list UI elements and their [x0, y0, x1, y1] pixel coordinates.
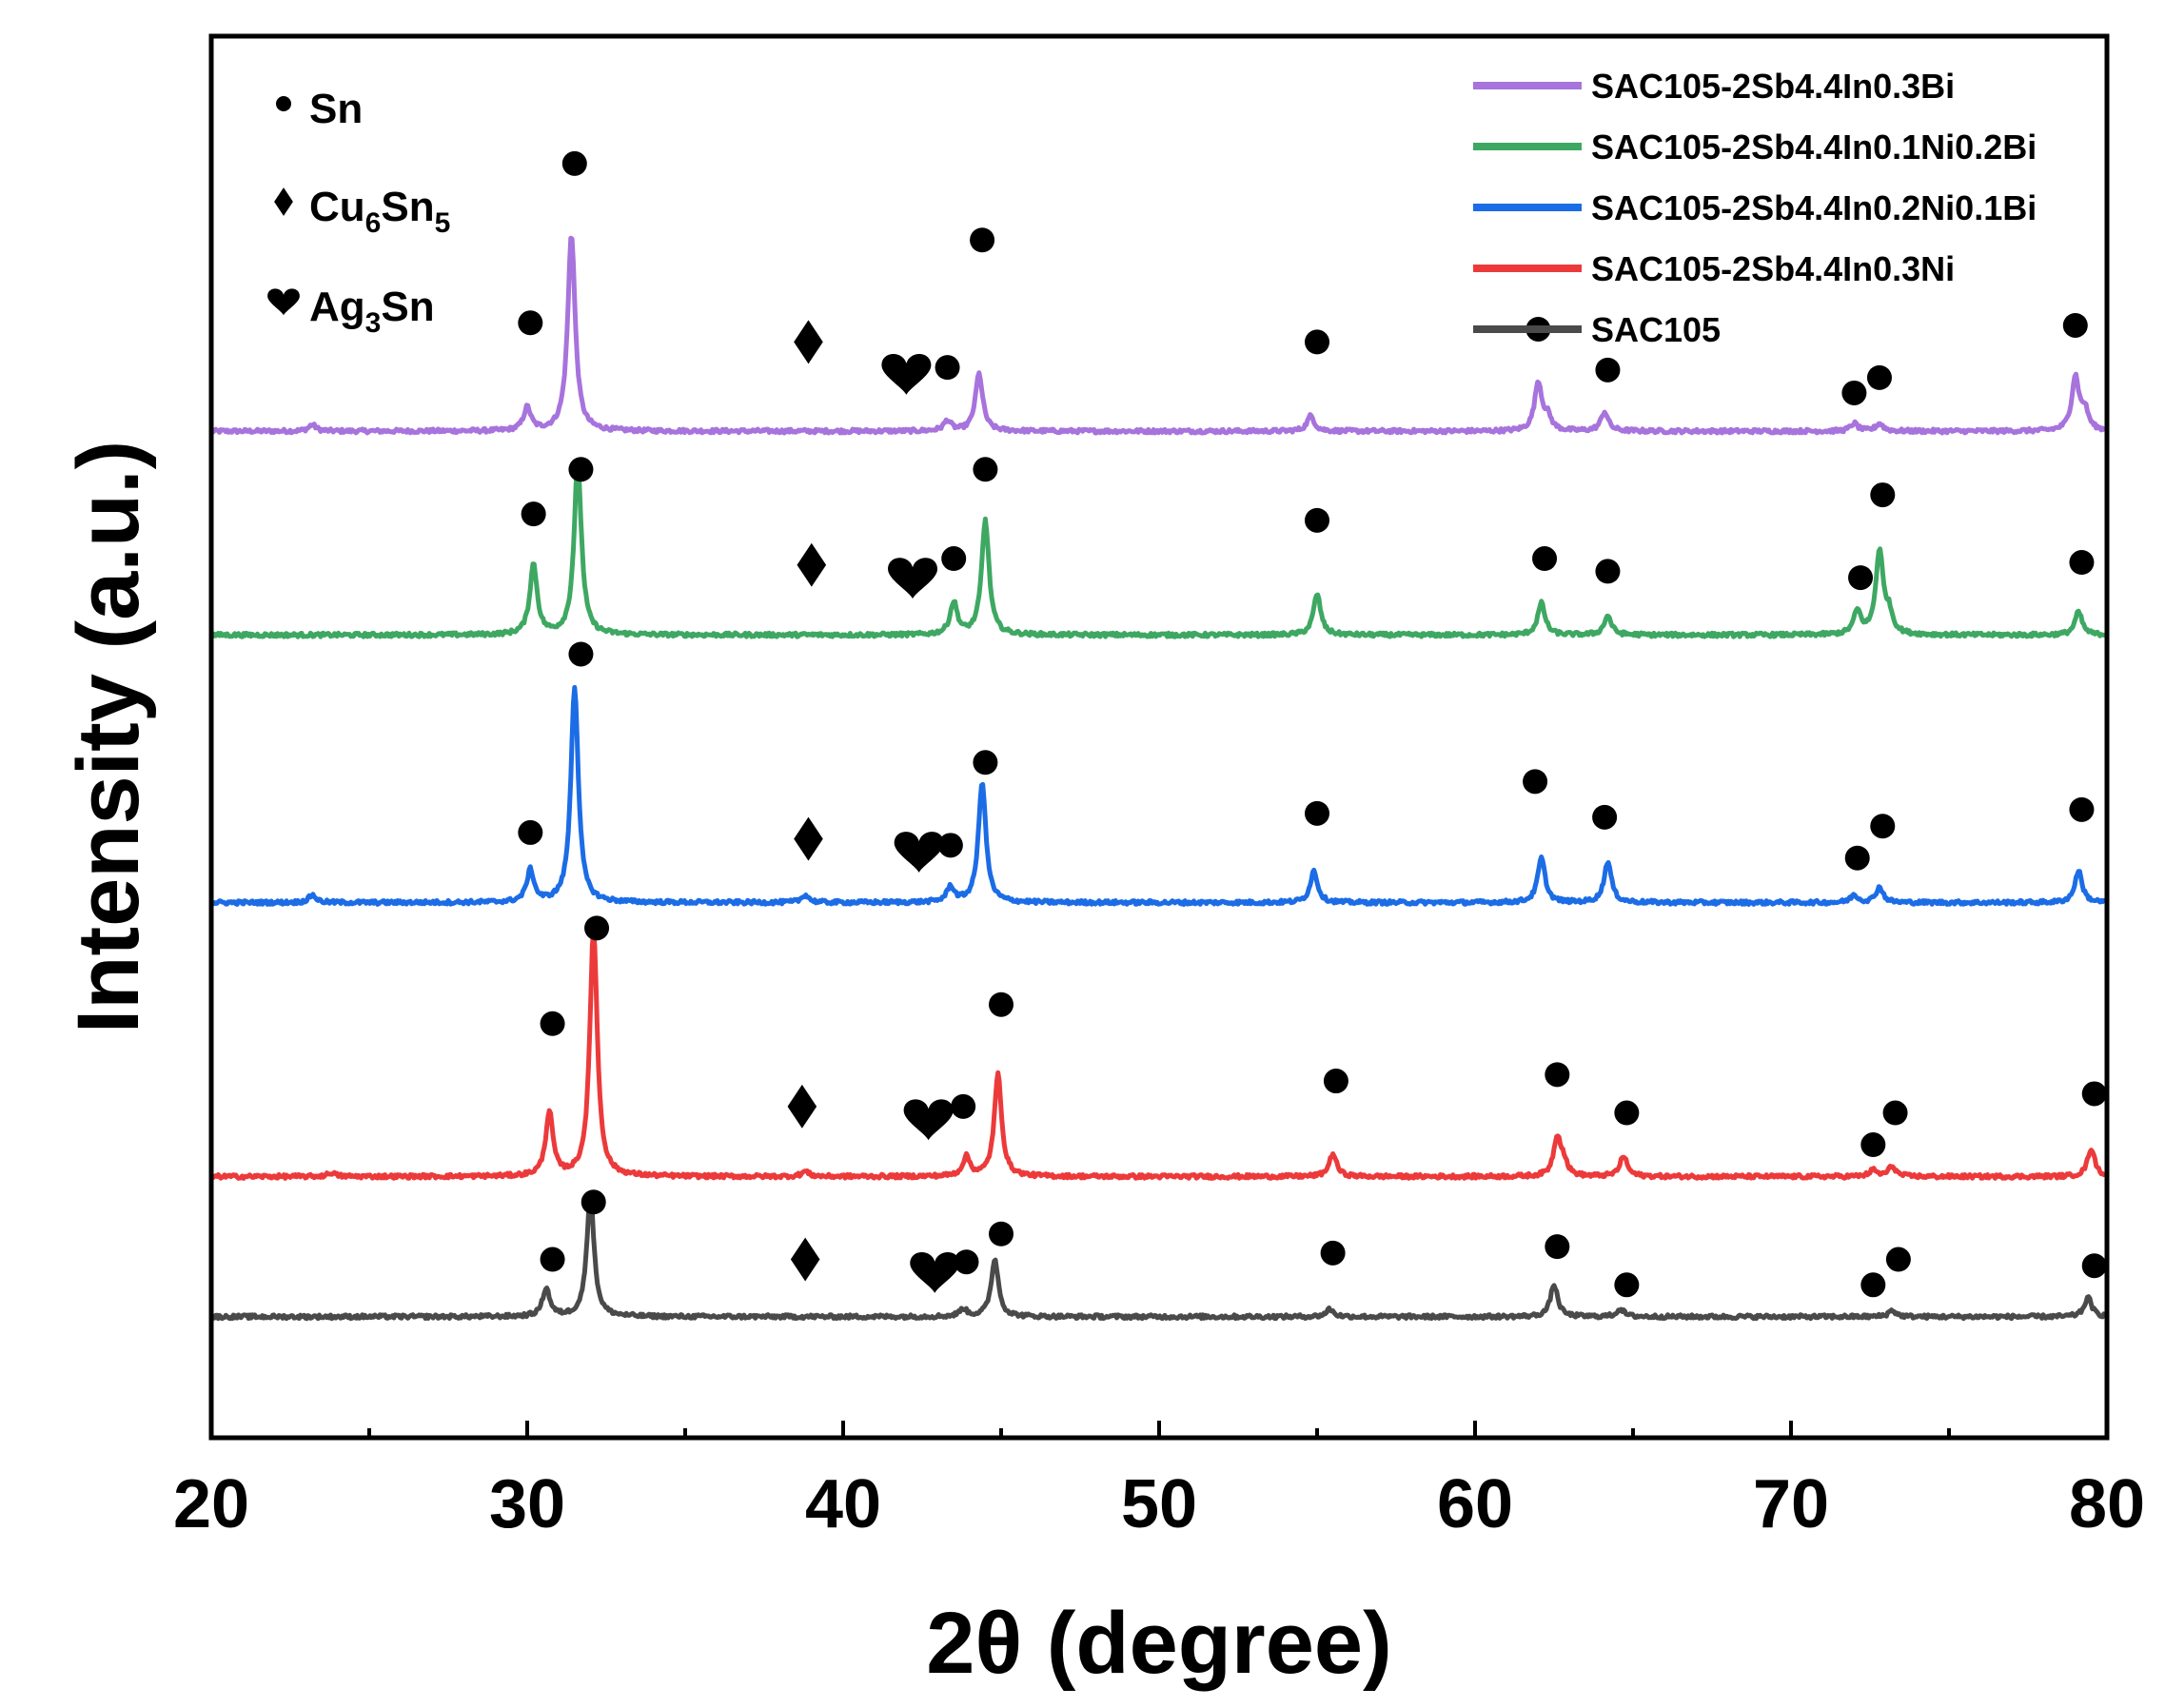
circle-phase-marker: [973, 750, 998, 775]
phase-legend: Sn Cu6Sn5 Ag3Sn: [267, 86, 450, 339]
circle-phase-marker: [941, 546, 967, 572]
circle-phase-marker: [1305, 329, 1329, 355]
x-tick-label: 70: [1753, 1466, 1829, 1542]
circle-phase-marker: [2062, 312, 2088, 338]
heart-phase-marker: [888, 558, 938, 599]
circle-phase-marker: [1545, 1234, 1570, 1260]
circle-phase-marker: [1523, 769, 1548, 795]
x-tick-label: 50: [1121, 1466, 1197, 1542]
circle-phase-marker: [989, 991, 1014, 1017]
heart-phase-marker: [910, 1252, 960, 1293]
x-tick-label: 20: [173, 1466, 249, 1542]
circle-phase-marker: [521, 501, 546, 527]
diamond-phase-marker: [797, 542, 827, 587]
x-tick-label: 40: [805, 1466, 881, 1542]
legend-label-sac105: SAC105: [1591, 310, 1721, 349]
legend-label-sac105-2sb4-4in0-1ni0-2bi: SAC105-2Sb4.4In0.1Ni0.2Bi: [1591, 128, 2037, 167]
x-axis-ticks: 20 30 40 50 60 70 80: [173, 1421, 2145, 1542]
circle-phase-marker: [1305, 507, 1329, 533]
circle-phase-marker: [1844, 845, 1870, 871]
circle-phase-marker: [1323, 1069, 1348, 1094]
diamond-phase-marker: [790, 1237, 820, 1282]
circle-phase-marker: [2081, 1081, 2107, 1107]
x-tick-label: 60: [1437, 1466, 1513, 1542]
series-line-sac105-2sb4-4in0-3ni: [209, 926, 2107, 1181]
circle-phase-marker: [568, 457, 594, 482]
diamond-phase-marker: [794, 320, 823, 364]
circle-phase-marker: [1885, 1247, 1911, 1272]
circle-phase-marker: [989, 1221, 1014, 1247]
series-line-sac105: [209, 1197, 2108, 1322]
circle-phase-marker: [1882, 1100, 1908, 1126]
circle-phase-marker: [1860, 1132, 1886, 1158]
circle-phase-marker: [1595, 559, 1621, 584]
circle-phase-marker: [2081, 1253, 2107, 1279]
circle-phase-marker: [937, 833, 963, 858]
circle-phase-marker: [2069, 796, 2095, 822]
circle-phase-marker: [1532, 546, 1558, 572]
circle-phase-marker: [1870, 814, 1896, 839]
heart-phase-marker: [894, 832, 944, 874]
phase-legend-label: Sn: [309, 86, 363, 132]
legend-label-sac105-2sb4-4in0-2ni0-1bi: SAC105-2Sb4.4In0.2Ni0.1Bi: [1591, 188, 2037, 227]
circle-phase-marker: [1545, 1062, 1570, 1088]
series-line-sac105-2sb4-4in0-2ni0-1bi: [210, 684, 2107, 907]
x-axis-label: 2θ (degree): [926, 1595, 1391, 1692]
circle-phase-marker: [1841, 380, 1867, 405]
circle-phase-marker: [518, 310, 543, 336]
circle-phase-marker: [1595, 357, 1621, 383]
heart-phase-marker: [903, 1099, 954, 1141]
diamond-phase-marker: [794, 816, 823, 861]
heart-legend-icon: [267, 288, 300, 316]
y-axis-label: Intensity (a.u.): [60, 441, 157, 1034]
diamond-phase-marker: [787, 1084, 817, 1129]
circle-phase-marker: [540, 1011, 565, 1036]
circle-phase-marker: [2069, 550, 2095, 576]
circle-legend-icon: [276, 96, 291, 111]
x-tick-label: 30: [489, 1466, 565, 1542]
circle-phase-marker: [1305, 800, 1329, 826]
circle-phase-marker: [1320, 1240, 1346, 1266]
circle-phase-marker: [1592, 804, 1618, 830]
phase-legend-label: Ag3Sn: [309, 284, 435, 339]
diamond-legend-icon: [274, 187, 293, 216]
legend-label-sac105-2sb4-4in0-3bi: SAC105-2Sb4.4In0.3Bi: [1591, 67, 1955, 106]
circle-phase-marker: [561, 150, 587, 176]
circle-phase-marker: [584, 915, 610, 941]
circle-phase-marker: [1860, 1272, 1886, 1298]
heart-phase-marker: [881, 353, 932, 395]
legend-label-sac105-2sb4-4in0-3ni: SAC105-2Sb4.4In0.3Ni: [1591, 249, 1955, 288]
circle-phase-marker: [518, 819, 543, 845]
circle-phase-marker: [1866, 364, 1892, 390]
circle-phase-marker: [970, 227, 995, 253]
circle-phase-marker: [954, 1249, 979, 1275]
circle-phase-marker: [1870, 482, 1896, 508]
circle-phase-marker: [540, 1247, 565, 1272]
circle-phase-marker: [1614, 1100, 1640, 1126]
circle-phase-marker: [973, 457, 998, 482]
circle-phase-marker: [1614, 1272, 1640, 1298]
circle-phase-marker: [951, 1093, 976, 1119]
series-line-sac105-2sb4-4in0-3bi: [209, 235, 2107, 436]
x-tick-label: 80: [2069, 1466, 2145, 1542]
circle-phase-marker: [568, 641, 594, 667]
phase-marker-layer: [518, 150, 2107, 1298]
series-line-sac105-2sb4-4in0-1ni0-2bi: [210, 461, 2107, 639]
circle-phase-marker: [581, 1189, 606, 1215]
circle-phase-marker: [935, 355, 960, 381]
series-legend: SAC105-2Sb4.4In0.3Bi SAC105-2Sb4.4In0.1Ni…: [1473, 67, 2037, 349]
circle-phase-marker: [1848, 565, 1874, 591]
phase-legend-label: Cu6Sn5: [309, 184, 450, 239]
series-layer: [209, 235, 2108, 1322]
